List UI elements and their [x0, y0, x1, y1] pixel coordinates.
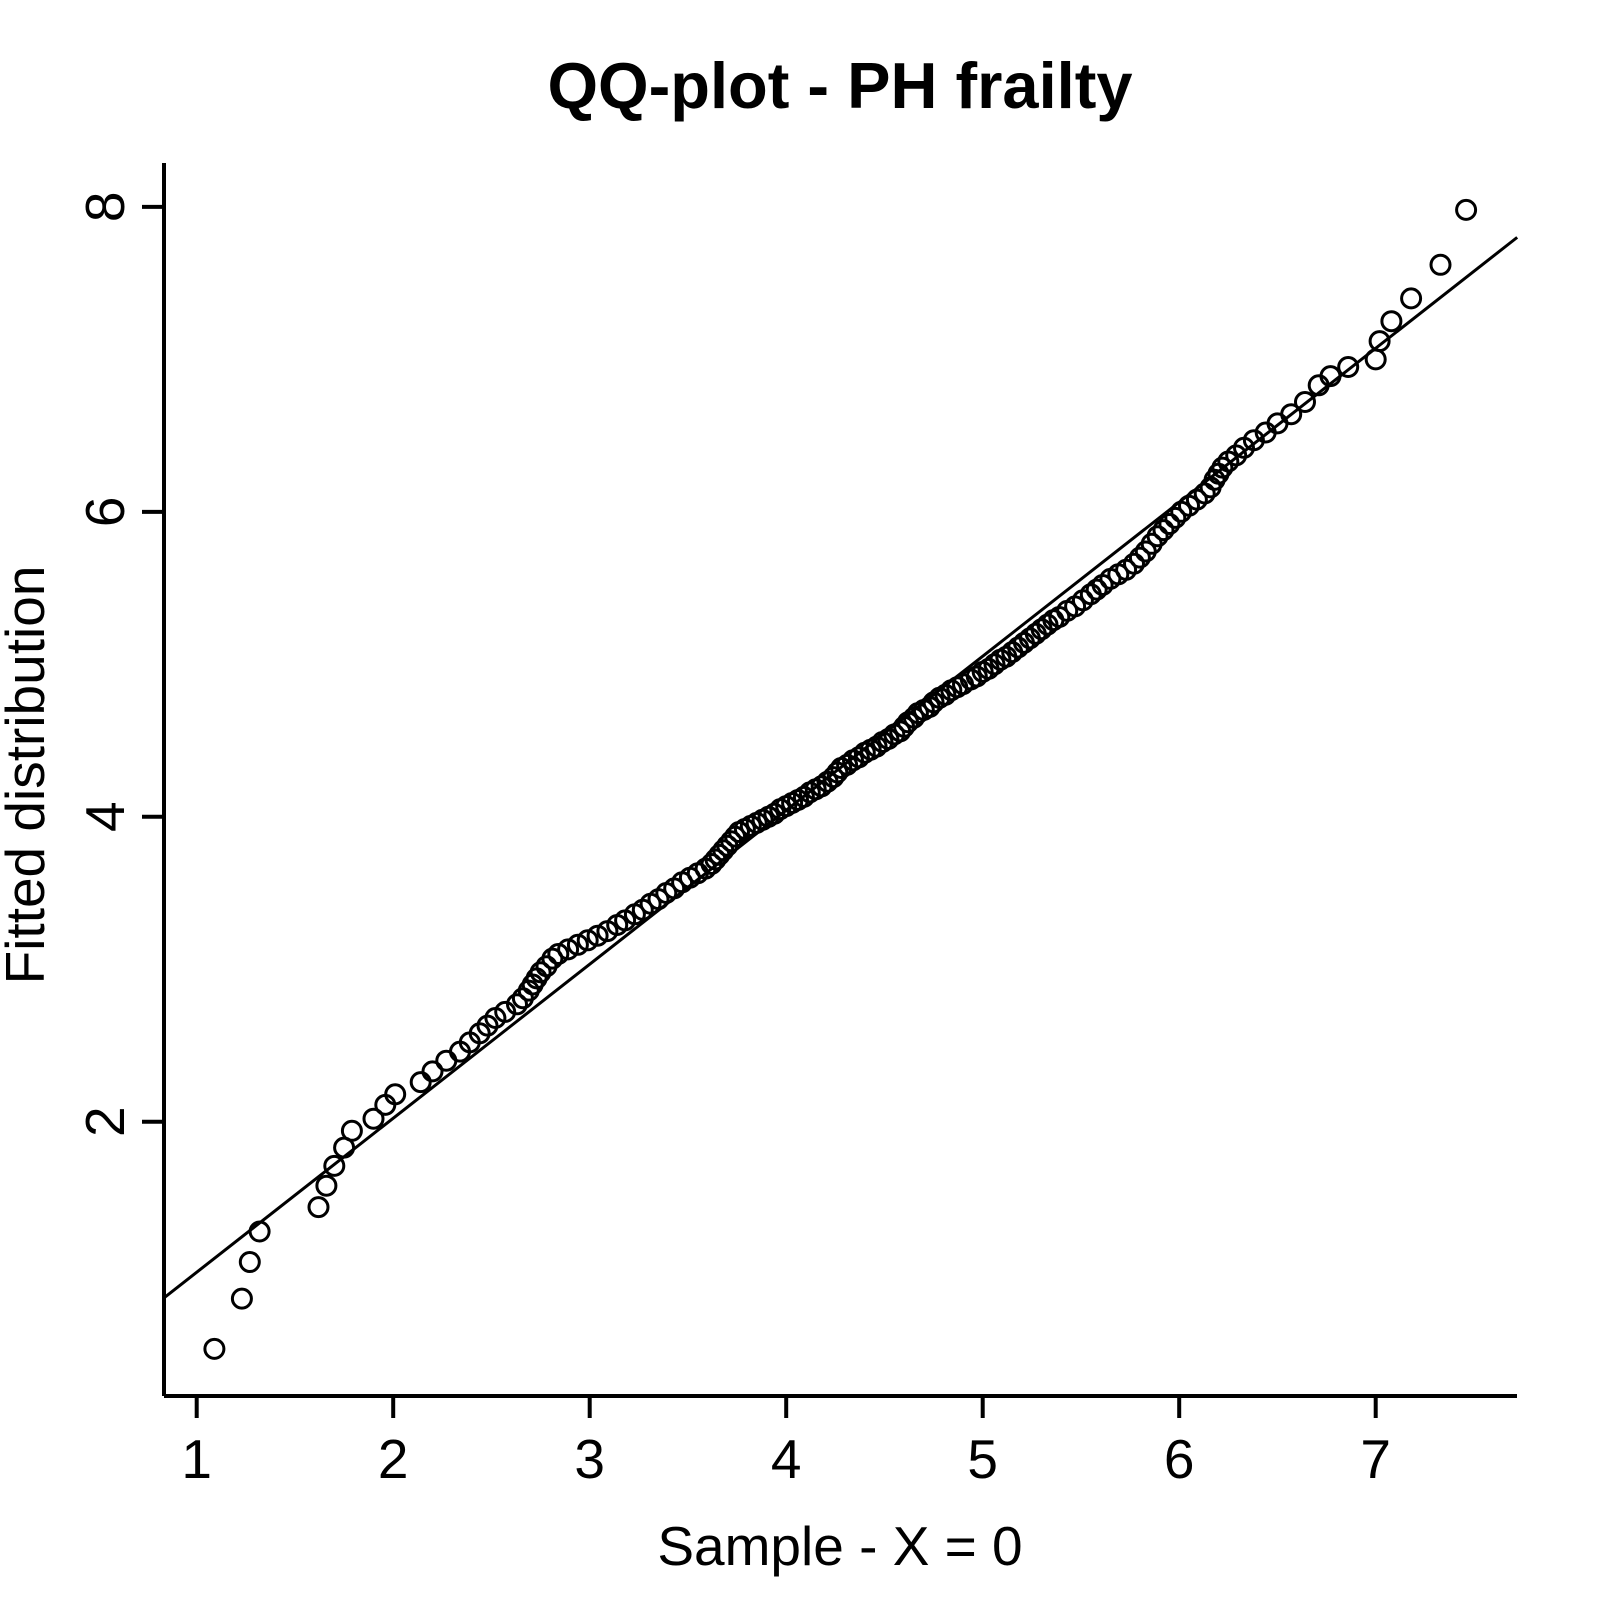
x-tick-label: 3 — [574, 1428, 605, 1490]
data-point — [1152, 519, 1175, 542]
data-point — [248, 1220, 271, 1243]
data-point — [1319, 365, 1342, 388]
data-point — [468, 1022, 491, 1045]
identity-line — [163, 236, 1519, 1299]
data-point — [323, 1154, 346, 1177]
x-axis-ticks: 1 2 3 4 5 6 7 — [181, 1396, 1391, 1490]
data-point — [529, 961, 552, 984]
y-tick-label: 6 — [74, 497, 136, 528]
data-point — [922, 691, 945, 714]
data-point — [1380, 310, 1403, 333]
data-point — [1164, 506, 1187, 529]
data-point — [421, 1060, 444, 1083]
data-point — [877, 728, 900, 750]
data-point — [1211, 456, 1234, 479]
data-point — [230, 1287, 253, 1310]
data-point — [409, 1071, 432, 1094]
data-point — [1429, 253, 1452, 276]
x-tick-label: 6 — [1164, 1428, 1195, 1490]
plot-title: QQ-plot - PH frailty — [548, 49, 1133, 122]
data-point — [1085, 578, 1108, 601]
data-point — [763, 802, 786, 825]
data-point — [1337, 356, 1360, 378]
data-point — [1400, 287, 1423, 310]
data-point — [340, 1119, 363, 1142]
data-point — [1455, 198, 1478, 221]
data-point — [847, 746, 870, 769]
data-point — [238, 1251, 261, 1273]
data-point — [836, 753, 859, 776]
data-point — [362, 1107, 385, 1130]
data-point — [1364, 348, 1387, 371]
data-point — [1123, 552, 1145, 575]
x-tick-label: 4 — [771, 1428, 802, 1490]
data-point — [307, 1196, 330, 1219]
data-point — [506, 993, 528, 1016]
data-point — [865, 735, 888, 758]
data-point — [576, 929, 599, 952]
x-tick-label: 7 — [1360, 1428, 1391, 1490]
data-point — [566, 933, 589, 956]
data-point — [1368, 330, 1391, 353]
data-point — [934, 683, 957, 706]
y-axis-ticks: 2 4 6 8 — [74, 192, 164, 1137]
x-tick-label: 1 — [181, 1428, 212, 1490]
y-axis-title: Fitted distribution — [0, 566, 56, 985]
data-point — [494, 1000, 517, 1023]
data-point — [541, 947, 564, 970]
y-tick-label: 2 — [74, 1106, 136, 1137]
data-point — [965, 665, 988, 688]
data-point — [1294, 391, 1316, 413]
x-tick-label: 2 — [378, 1428, 409, 1490]
data-point — [1128, 546, 1151, 569]
data-point — [1146, 525, 1169, 548]
x-axis-title: Sample - X = 0 — [657, 1515, 1022, 1577]
data-points — [203, 198, 1478, 1360]
reference-line-group — [163, 236, 1519, 1299]
data-point — [1158, 513, 1181, 535]
data-point — [384, 1083, 407, 1106]
y-tick-label: 8 — [74, 192, 136, 223]
data-point — [1036, 613, 1059, 636]
data-point — [315, 1174, 338, 1197]
data-point — [203, 1337, 226, 1360]
data-point — [1280, 403, 1303, 426]
y-tick-label: 4 — [74, 801, 136, 832]
data-point — [435, 1049, 458, 1072]
data-point — [983, 653, 1006, 676]
data-point — [792, 785, 815, 808]
x-tick-label: 5 — [967, 1428, 998, 1490]
